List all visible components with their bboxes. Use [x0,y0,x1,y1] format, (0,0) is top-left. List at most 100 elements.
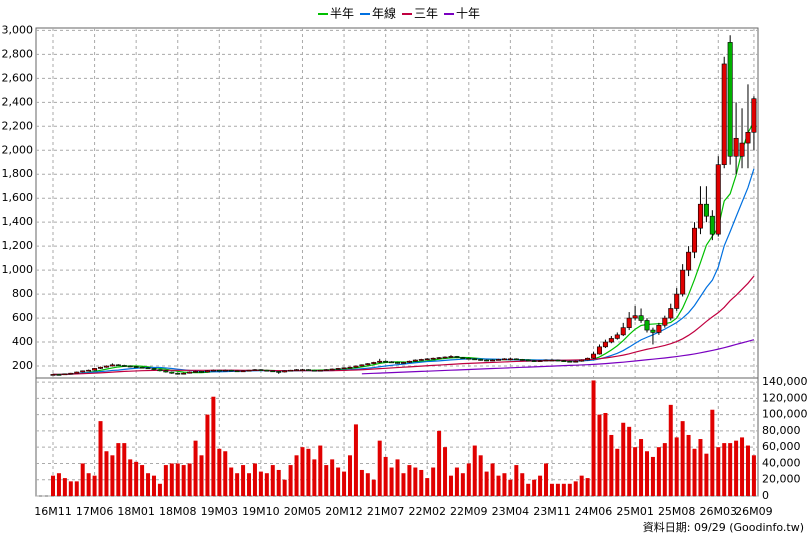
candle-body [157,369,163,372]
candle-body [620,327,626,336]
volume-bar [692,448,697,496]
volume-bar [318,445,323,496]
volume-bar [193,440,198,496]
candle-body [216,369,222,372]
y-tick-label: 1,200 [2,239,34,252]
candle-body [460,357,466,359]
volume-bar [359,469,364,496]
volume-bar [686,434,691,496]
candle-body [680,269,686,295]
candle-body [721,63,727,165]
volume-bar [62,478,67,496]
volume-bar [532,479,537,496]
plot-frame [35,27,759,497]
candle-body [662,317,668,326]
candle-body [371,362,377,364]
candle-body [199,371,205,373]
candle-body [311,369,317,372]
volume-bar [591,380,596,496]
candle-body [276,371,282,373]
x-tick-label: 25M08 [658,505,696,518]
y-tick-label: 200 [12,359,33,372]
volume-bar [751,455,756,496]
volume-bar [187,463,192,496]
candle-body [436,357,442,359]
candle-body [139,366,145,369]
y2-tick-label: 80,000 [762,424,801,437]
y-tick-label: 3,000 [2,23,34,36]
candle-body [103,365,109,368]
volume-bar [526,483,531,496]
volume-bar [656,447,661,496]
candle-body [74,371,80,374]
candle-body [478,359,484,361]
volume-bar [698,439,703,496]
volume-bar [56,473,61,496]
volume-bar [235,473,240,496]
x-tick-label: 24M06 [575,505,613,518]
volume-bar [419,469,424,496]
volume-bar [300,447,305,496]
volume-bar [395,459,400,496]
volume-bar [294,455,299,496]
volume-bar [312,459,317,496]
candle-body [602,341,608,348]
candle-body [163,370,169,373]
x-tick-label: 20M12 [325,505,363,518]
volume-bar [116,443,121,496]
volume-bar [514,465,519,496]
candle-body [751,98,757,133]
candle-body [400,362,406,364]
candle-body [674,293,680,309]
candle-body [169,371,175,374]
volume-bar [431,467,436,496]
x-tick-label: 26M03 [700,505,738,518]
volume-bar [740,437,745,496]
volume-bar [710,409,715,496]
candle-body [210,369,216,372]
y2-tick-label: 0 [762,489,769,502]
volume-bar [621,422,626,496]
candle-body [175,372,181,375]
candle-body [228,369,234,372]
volume-bar [544,463,549,496]
candle-body [264,369,270,372]
candle-body [686,251,692,271]
candle-body [204,370,210,373]
candle-body [115,364,121,367]
candle-body [531,360,537,362]
volume-bar [645,451,649,496]
candle-body [193,371,199,373]
volume-bar [217,448,222,496]
volume-bar [336,467,341,496]
y2-tick-label: 140,000 [762,375,808,388]
volume-bar [609,434,614,496]
candle-body [323,369,329,371]
candle-body [335,368,341,370]
candle-body [692,227,698,253]
volume-bar [448,475,453,496]
volume-bar [549,483,554,496]
x-tick-label: 23M04 [492,505,530,518]
volume-bar [680,421,685,496]
candle-body [329,368,335,371]
volume-bar [348,455,352,496]
volume-bar [425,478,430,496]
volume-bar [288,465,293,496]
candle-body [389,361,395,364]
volume-bar [538,475,543,496]
volume-bar [722,443,727,496]
volume-bar [175,463,180,496]
candle-body [365,363,371,366]
candle-body [430,357,436,360]
legend-label: 半年 [330,7,354,21]
volume-bar [151,475,156,496]
volume-bar [68,481,73,496]
candle-body [626,317,632,328]
candle-body [608,338,614,343]
volume-bar [520,473,525,496]
candle-body [246,369,252,372]
y2-tick-label: 120,000 [762,391,808,404]
candle-body [442,356,448,359]
